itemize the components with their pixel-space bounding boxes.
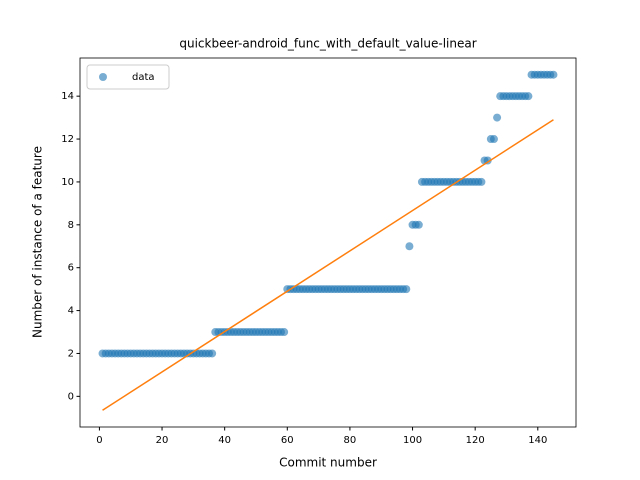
y-tick-label: 4 [68,306,74,317]
data-point [402,285,411,294]
x-axis-label: Commit number [279,456,377,470]
data-point [493,113,502,122]
x-tick-label: 20 [156,435,169,446]
x-tick-label: 40 [218,435,231,446]
legend-marker [99,73,107,81]
y-axis-label: Number of instance of a feature [31,146,45,338]
y-tick-label: 12 [61,134,74,145]
x-tick-label: 100 [403,435,422,446]
x-tick-label: 80 [344,435,357,446]
fit-line [102,119,554,411]
y-tick-label: 6 [68,263,74,274]
legend-label: data [132,72,155,83]
y-tick-label: 14 [61,91,74,102]
data-point [483,156,492,165]
data-point [489,135,498,144]
data-point [549,70,558,79]
data-point [414,220,423,229]
y-tick-label: 10 [61,177,74,188]
data-point [405,242,414,251]
axes-frame [79,57,577,428]
x-tick-label: 60 [281,435,294,446]
data-point [477,177,486,186]
x-tick-label: 0 [96,435,102,446]
data-point [280,328,289,337]
y-tick-label: 2 [68,348,74,359]
y-tick-label: 8 [68,220,74,231]
data-point [524,92,533,101]
x-tick-label: 120 [466,435,485,446]
y-tick-label: 0 [68,391,74,402]
legend-box [86,64,170,90]
chart-title: quickbeer-android_func_with_default_valu… [179,37,476,51]
x-tick-label: 140 [528,435,547,446]
data-point [208,349,217,358]
